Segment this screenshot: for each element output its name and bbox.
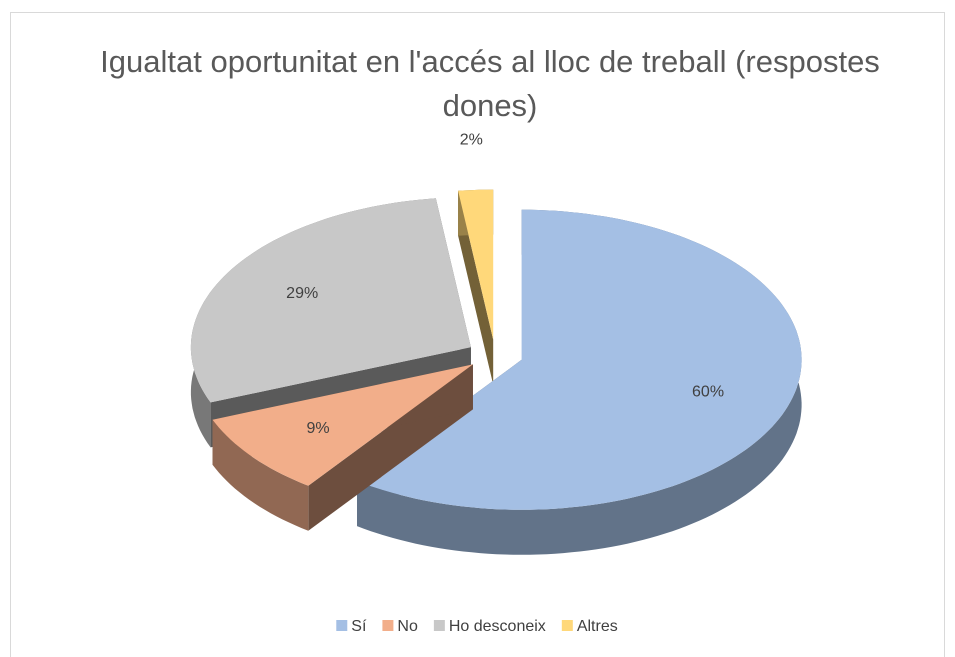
data-label: 29% xyxy=(286,285,318,302)
chart-title: Igualtat oportunitat en l'accés al lloc … xyxy=(100,44,880,123)
legend-swatch xyxy=(561,620,573,631)
slice xyxy=(357,209,802,510)
legend-swatch xyxy=(382,620,394,631)
slice-side xyxy=(357,209,802,555)
slice xyxy=(458,189,494,340)
slice xyxy=(212,364,473,486)
slice-cut-face xyxy=(458,190,494,385)
slice xyxy=(190,198,471,403)
legend-label: Sí xyxy=(351,618,367,635)
data-label: 9% xyxy=(306,420,329,437)
legend-label: Altres xyxy=(577,618,618,635)
chart-border xyxy=(10,12,945,657)
slice-side xyxy=(212,419,309,531)
legend-label: No xyxy=(397,618,418,635)
legend-label: Ho desconeix xyxy=(449,618,546,635)
data-label: 60% xyxy=(692,383,724,400)
data-label: 2% xyxy=(460,132,483,149)
legend-swatch xyxy=(433,620,445,631)
legend-swatch xyxy=(336,620,348,631)
